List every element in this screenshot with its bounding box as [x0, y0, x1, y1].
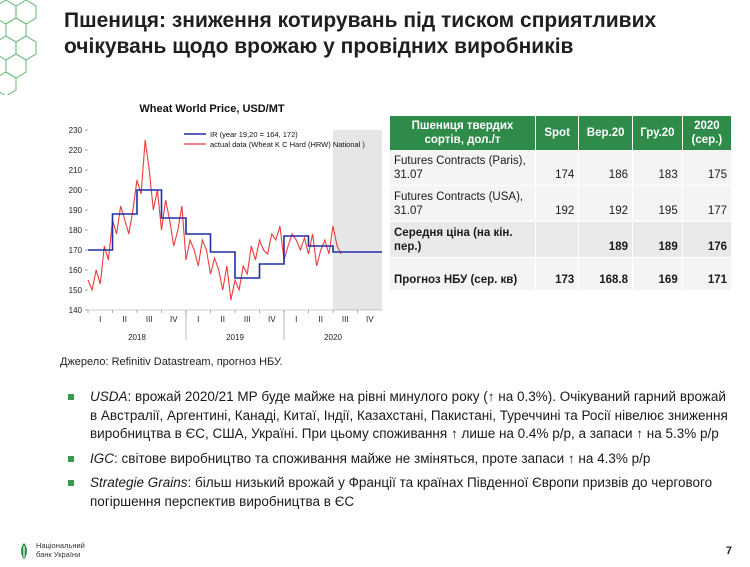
bullet-marker — [68, 455, 74, 462]
x-tick-label: IV — [170, 315, 178, 324]
table-row: Середня ціна (на кін. пер.) 189 189 176 — [390, 221, 733, 258]
wheat-price-chart: Wheat World Price, USD/MT 140 150 160 170 18… — [69, 103, 382, 342]
x-tick-label: II — [221, 315, 225, 324]
table-row: Futures Contracts (Paris), 31.07 174 186… — [390, 150, 733, 186]
x-tick-label: I — [197, 315, 199, 324]
year-label: 2019 — [226, 333, 244, 342]
series-ir-line — [88, 189, 382, 279]
cell: 169 — [632, 257, 683, 290]
cell: 183 — [632, 150, 683, 186]
table-header: Spot — [535, 116, 580, 150]
list-item: Strategie Grains: більш низький врожай у… — [68, 474, 728, 511]
row-label: Прогноз НБУ (сер. кв) — [390, 257, 536, 290]
bullet-source: IGC — [90, 450, 115, 466]
cell: 174 — [535, 150, 580, 186]
bullet-marker — [68, 480, 74, 486]
cell: 192 — [535, 185, 580, 222]
chart-title: Wheat World Price, USD/MT — [139, 103, 285, 115]
row-label: Futures Contracts (Paris), 31.07 — [390, 150, 536, 186]
table-header: Пшениця твердих сортів, дол./т — [390, 116, 536, 150]
cell: 189 — [578, 221, 633, 258]
x-tick-label: II — [123, 315, 127, 324]
bullet-text: : більш низький врожай у Франції та краї… — [90, 475, 713, 509]
row-label: Futures Contracts (USA), 31.07 — [390, 185, 536, 222]
year-label: 2018 — [128, 333, 146, 342]
year-label: 2020 — [324, 333, 342, 342]
bullet-list: USDA: врожай 2020/21 МР буде майже на рі… — [68, 388, 728, 517]
list-item: USDA: врожай 2020/21 МР буде майже на рі… — [68, 388, 728, 444]
bullet-source: USDA — [90, 389, 128, 404]
price-table: Пшениця твердих сортів, дол./т Spot Вер.… — [390, 116, 733, 290]
y-tick-label: 150 — [69, 286, 83, 295]
x-tick-label: III — [244, 315, 251, 324]
footer: Національний банк України 7 — [0, 535, 750, 567]
corner-decoration — [0, 0, 37, 95]
y-tick-label: 190 — [69, 206, 83, 215]
cell: 168.8 — [578, 257, 633, 290]
cell: 173 — [535, 257, 580, 290]
slide-title: Пшениця: зниження котирувань під тиском … — [64, 9, 657, 58]
x-tick-label: IV — [268, 315, 276, 324]
cell: 195 — [632, 185, 683, 222]
x-tick-label: I — [99, 315, 101, 324]
page-number: 7 — [725, 545, 732, 557]
y-tick-label: 180 — [69, 226, 83, 235]
bullet-text: : світове виробництво та споживання майж… — [114, 450, 651, 466]
y-tick-label: 210 — [69, 166, 83, 175]
forecast-shade — [333, 130, 382, 310]
bullet-source: Strategie Grains — [90, 475, 188, 490]
y-tick-label: 170 — [69, 246, 83, 255]
series-actual-line — [87, 139, 342, 301]
y-tick-label: 230 — [69, 126, 83, 135]
table-row: Прогноз НБУ (сер. кв) 173 168.8 169 171 — [390, 257, 733, 290]
legend: IR (year 19,20 = 164, 172) actual data (… — [184, 130, 365, 149]
x-tick-label: III — [146, 315, 153, 324]
y-tick-label: 220 — [69, 146, 83, 155]
cell: 186 — [578, 150, 633, 186]
x-tick-label: II — [319, 315, 323, 324]
nbu-logo — [21, 543, 27, 559]
table-header: 2020 (сер.) — [682, 116, 733, 150]
bullet-marker — [68, 394, 74, 400]
list-item: IGC: світове виробництво та споживання м… — [68, 450, 728, 469]
cell: 177 — [682, 185, 733, 222]
x-tick-label: I — [295, 315, 297, 324]
y-tick-label: 200 — [69, 186, 83, 195]
x-tick-label: III — [342, 315, 349, 324]
y-tick-label: 140 — [69, 306, 83, 315]
bank-name: Національний банк України — [36, 541, 85, 559]
source-note: Джерело: Refinitiv Datastream, прогноз Н… — [60, 356, 283, 368]
cell — [535, 221, 580, 258]
legend-actual: actual data (Wheat K C Hard (HRW) Nation… — [210, 140, 365, 149]
cell: 189 — [632, 221, 683, 258]
cell: 192 — [578, 185, 633, 222]
row-label: Середня ціна (на кін. пер.) — [390, 221, 536, 258]
x-tick-label: IV — [366, 315, 374, 324]
cell: 171 — [682, 257, 733, 290]
table-row: Futures Contracts (USA), 31.07 192 192 1… — [390, 185, 733, 222]
bullet-text: : врожай 2020/21 МР буде майже на рівні … — [90, 389, 728, 441]
table-header: Гру.20 — [632, 116, 683, 150]
cell: 176 — [682, 221, 733, 258]
cell: 175 — [682, 150, 733, 186]
legend-ir: IR (year 19,20 = 164, 172) — [210, 130, 298, 139]
table-header: Вер.20 — [578, 116, 633, 150]
y-tick-label: 160 — [69, 266, 83, 275]
table-header-row: Пшениця твердих сортів, дол./т Spot Вер.… — [390, 116, 733, 150]
